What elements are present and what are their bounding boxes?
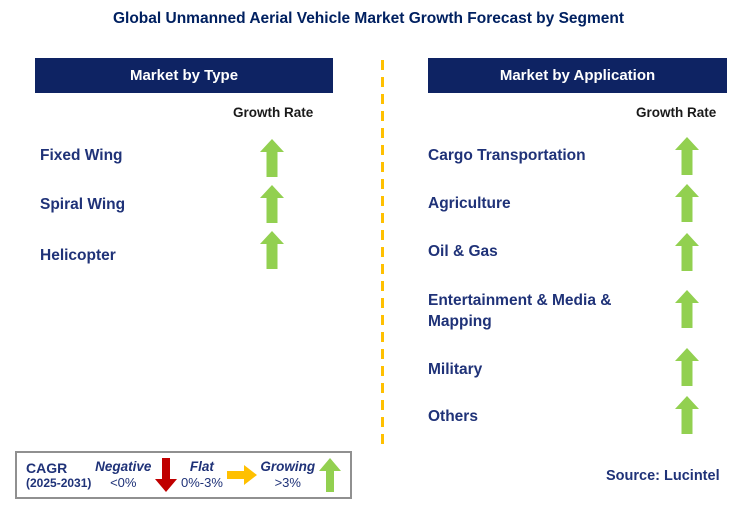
- negative-down-arrow-icon: [155, 458, 178, 492]
- growth-up-arrow-icon: [260, 231, 284, 269]
- segment-label-cargo-transportation: Cargo Transportation: [428, 147, 586, 164]
- legend-cagr-block: CAGR (2025-2031): [26, 460, 91, 491]
- growth-up-arrow-icon: [260, 185, 284, 223]
- legend-negative-label: Negative: [95, 459, 152, 474]
- legend-entry-flat: Flat 0%-3%: [181, 459, 223, 491]
- legend-flat-range: 0%-3%: [180, 475, 223, 490]
- segment-label-others: Others: [428, 408, 478, 425]
- segment-label-spiral-wing: Spiral Wing: [40, 196, 126, 213]
- growth-up-arrow-icon: [675, 396, 699, 434]
- growth-up-arrow-icon: [675, 137, 699, 175]
- panel-header-label: Market by Type: [129, 67, 239, 84]
- panel-header-label: Market by Application: [499, 67, 656, 84]
- growth-rate-column-header-type: Growth Rate: [233, 105, 314, 120]
- growth-rate-column-header-application: Growth Rate: [636, 105, 717, 120]
- source-attribution: Source: Lucintel: [606, 468, 720, 484]
- legend-growing-label: Growing: [260, 459, 316, 474]
- flat-right-arrow-icon: [226, 465, 257, 485]
- legend-negative-range: <0%: [110, 475, 137, 490]
- cagr-legend: CAGR (2025-2031) Negative <0% Flat 0%-3%…: [15, 451, 352, 499]
- legend-growing-range: >3%: [274, 475, 301, 490]
- growth-up-arrow-icon: [675, 290, 699, 328]
- segment-label-entertainment-media-mapping: Entertainment & Media & Mapping: [428, 292, 612, 330]
- legend-entry-negative: Negative <0%: [95, 459, 151, 491]
- segment-label-fixed-wing: Fixed Wing: [40, 147, 123, 164]
- growth-up-arrow-icon: [675, 233, 699, 271]
- segment-label-military: Military: [428, 361, 483, 378]
- segment-label-helicopter: Helicopter: [40, 247, 116, 264]
- panel-header-market-by-type: Market by Type: [35, 58, 333, 93]
- growing-up-arrow-icon: [318, 458, 341, 492]
- legend-entry-growing: Growing >3%: [260, 459, 315, 491]
- panel-header-market-by-application: Market by Application: [428, 58, 727, 93]
- legend-cagr-title: CAGR: [26, 459, 68, 476]
- growth-up-arrow-icon: [675, 348, 699, 386]
- growth-up-arrow-icon: [260, 139, 284, 177]
- growth-up-arrow-icon: [675, 184, 699, 222]
- legend-flat-label: Flat: [189, 459, 214, 474]
- page-title: Global Unmanned Aerial Vehicle Market Gr…: [112, 10, 625, 27]
- segment-label-agriculture: Agriculture: [428, 195, 511, 212]
- segment-label-oil-and-gas: Oil & Gas: [428, 243, 498, 260]
- panel-divider-dashed-line: [381, 60, 384, 450]
- legend-cagr-period: (2025-2031): [26, 475, 92, 490]
